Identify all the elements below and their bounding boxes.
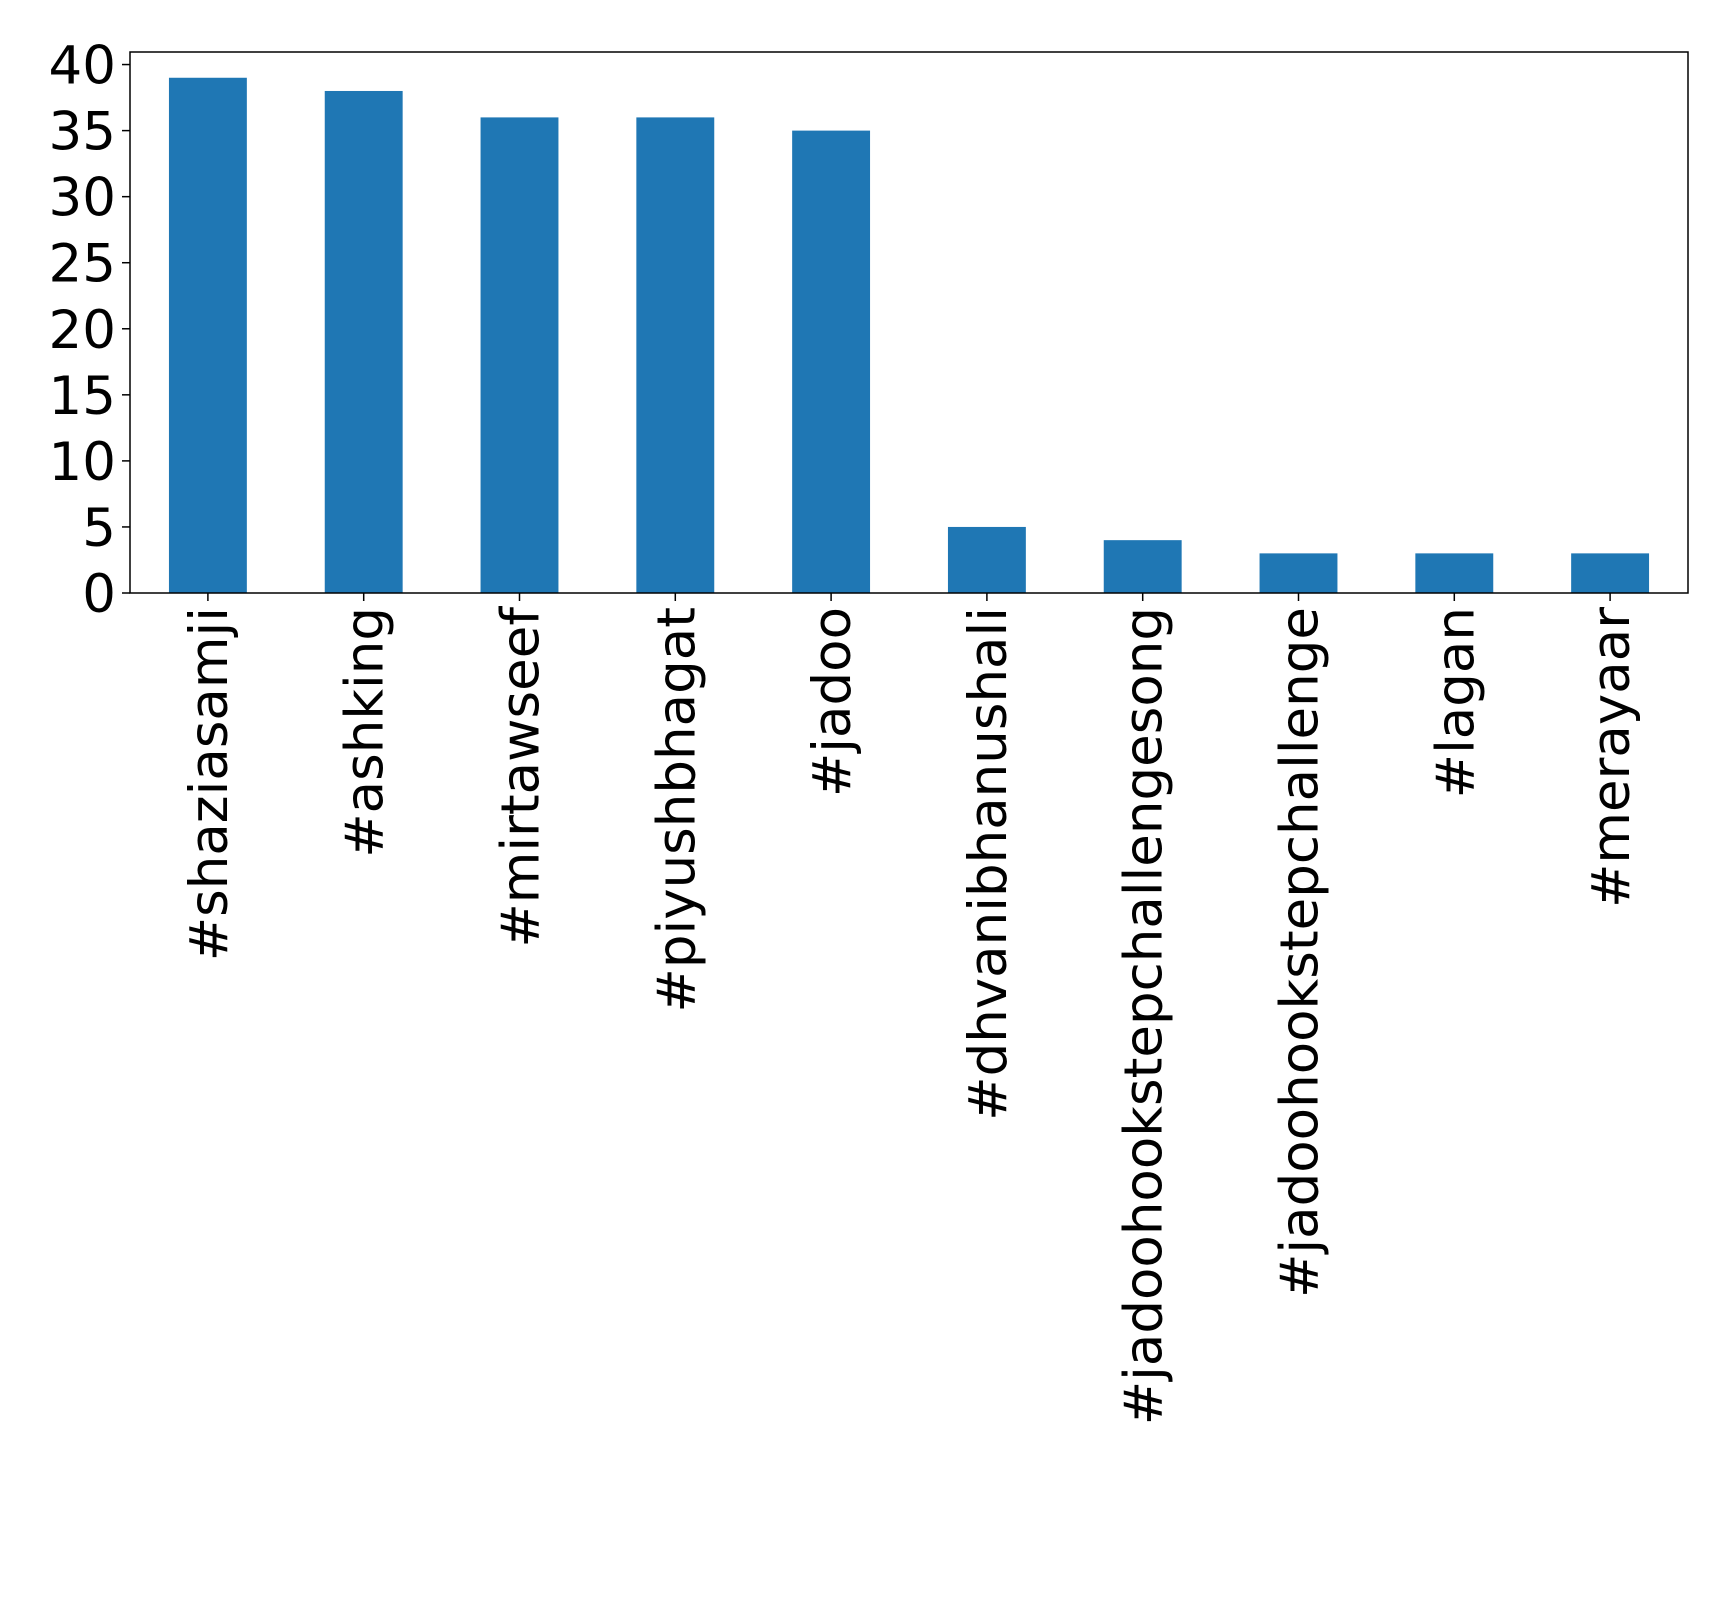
- y-tick-label: 10: [49, 432, 116, 493]
- x-tick-label: #piyushbhagat: [646, 607, 707, 1013]
- plot-frame: [129, 51, 1689, 594]
- y-tick-label: 0: [82, 564, 116, 625]
- x-tick-label: #shaziasamji: [179, 607, 240, 961]
- x-tick-label: #mirtawseef: [491, 606, 552, 948]
- y-tick-label: 15: [49, 366, 116, 427]
- y-tick-label: 30: [49, 168, 116, 229]
- bar: [1415, 553, 1494, 593]
- bar: [636, 117, 715, 594]
- x-tick-label: #merayaar: [1581, 607, 1642, 908]
- y-tick-label: 5: [82, 498, 116, 559]
- x-tick-label: #jadoo: [802, 607, 863, 797]
- bar: [168, 77, 247, 593]
- bar: [1571, 553, 1650, 593]
- x-tick-label: #ashking: [335, 607, 396, 858]
- x-tick-label: #dhvanibhanushali: [958, 607, 1019, 1121]
- y-tick-label: 35: [49, 102, 116, 163]
- bar: [792, 130, 871, 593]
- y-tick-label: 20: [49, 300, 116, 361]
- x-tick-label: #jadoohookstepchallengesong: [1114, 607, 1175, 1425]
- bar: [1259, 553, 1338, 593]
- bar: [947, 526, 1026, 593]
- bar: [480, 117, 559, 594]
- x-tick-label: #lagan: [1425, 607, 1486, 798]
- x-tick-label: #jadoohookstepchallenge: [1270, 607, 1331, 1298]
- y-tick-label: 40: [49, 36, 116, 97]
- bar: [1103, 540, 1182, 593]
- bar: [324, 90, 403, 593]
- y-tick-label: 25: [49, 234, 116, 295]
